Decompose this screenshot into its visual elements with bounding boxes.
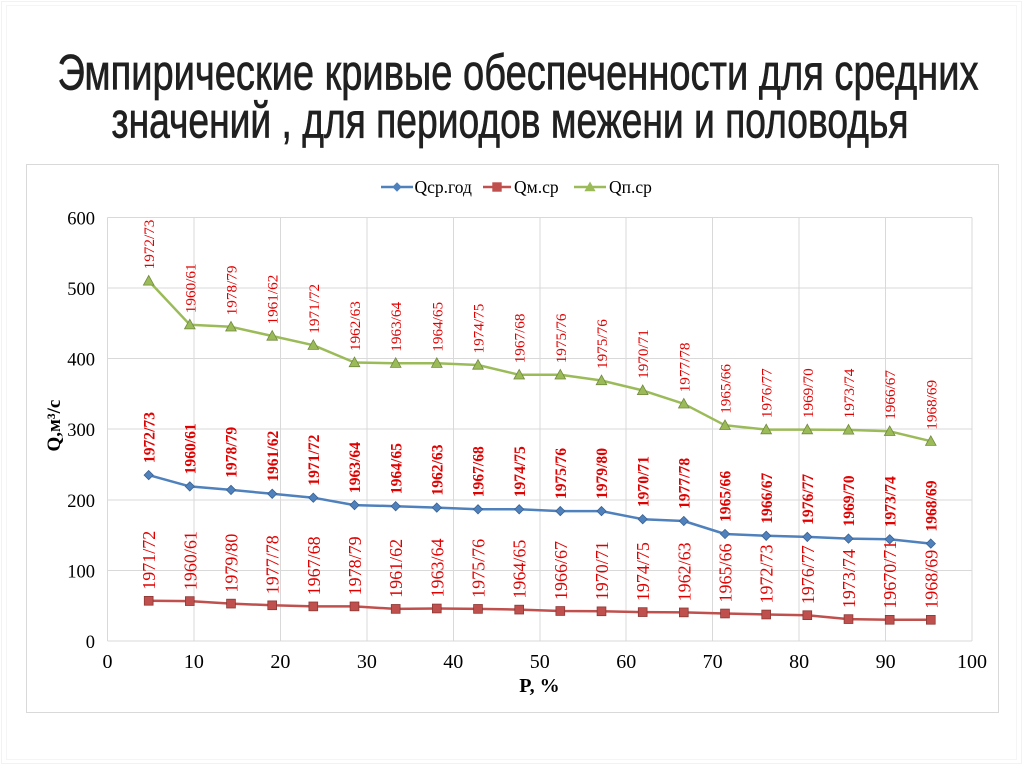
svg-text:1963/64: 1963/64 — [388, 302, 405, 352]
svg-text:Q,м³/с: Q,м³/с — [44, 400, 65, 452]
svg-text:70: 70 — [703, 651, 723, 673]
svg-text:1967/68: 1967/68 — [512, 313, 529, 363]
svg-text:1961/62: 1961/62 — [386, 539, 406, 598]
svg-text:100: 100 — [957, 651, 987, 673]
svg-text:1975/76: 1975/76 — [553, 448, 570, 499]
svg-text:Qм.ср: Qм.ср — [514, 177, 559, 197]
svg-text:100: 100 — [67, 562, 95, 582]
svg-text:40: 40 — [443, 651, 463, 673]
svg-text:1975/76: 1975/76 — [594, 319, 611, 369]
svg-text:1965/66: 1965/66 — [716, 543, 736, 602]
svg-text:19670/71: 19670/71 — [880, 541, 900, 609]
svg-text:1968/69: 1968/69 — [921, 550, 941, 609]
svg-text:1964/65: 1964/65 — [388, 443, 405, 494]
svg-text:Qср.год: Qср.год — [415, 177, 473, 197]
svg-text:60: 60 — [616, 651, 636, 673]
svg-text:400: 400 — [67, 351, 95, 371]
svg-text:1961/62: 1961/62 — [265, 275, 282, 325]
svg-text:600: 600 — [67, 209, 95, 229]
svg-text:1978/79: 1978/79 — [345, 536, 365, 595]
svg-text:80: 80 — [789, 651, 809, 673]
svg-text:1966/67: 1966/67 — [882, 370, 899, 420]
svg-text:1966/67: 1966/67 — [551, 541, 571, 600]
svg-text:1967/68: 1967/68 — [304, 536, 324, 595]
svg-text:1970/71: 1970/71 — [635, 329, 652, 379]
svg-text:P, %: P, % — [519, 675, 559, 697]
svg-text:200: 200 — [67, 492, 95, 512]
svg-text:1965/66: 1965/66 — [718, 364, 735, 414]
svg-text:1971/72: 1971/72 — [306, 434, 323, 485]
svg-text:1960/61: 1960/61 — [180, 531, 200, 590]
svg-text:1976/77: 1976/77 — [800, 474, 817, 525]
svg-text:1969/70: 1969/70 — [841, 475, 858, 526]
svg-text:20: 20 — [270, 651, 290, 673]
svg-text:1976/77: 1976/77 — [798, 545, 818, 604]
svg-text:1965/66: 1965/66 — [718, 471, 735, 522]
svg-text:1975/76: 1975/76 — [469, 539, 489, 598]
svg-text:1976/77: 1976/77 — [759, 368, 776, 418]
svg-text:500: 500 — [67, 280, 95, 300]
svg-text:1962/63: 1962/63 — [430, 444, 447, 495]
svg-text:1972/73: 1972/73 — [141, 412, 158, 463]
svg-text:300: 300 — [67, 421, 95, 441]
svg-text:1960/61: 1960/61 — [183, 423, 200, 474]
svg-text:1979/80: 1979/80 — [594, 448, 611, 499]
svg-text:1970/71: 1970/71 — [635, 456, 652, 507]
svg-text:1961/62: 1961/62 — [265, 430, 282, 481]
svg-text:1979/80: 1979/80 — [222, 534, 242, 593]
svg-text:1973/74: 1973/74 — [882, 476, 899, 527]
svg-text:1974/75: 1974/75 — [633, 542, 653, 601]
svg-text:1960/61: 1960/61 — [182, 263, 199, 313]
svg-text:1970/71: 1970/71 — [592, 541, 612, 600]
svg-text:0: 0 — [103, 651, 113, 673]
svg-text:1966/67: 1966/67 — [759, 472, 776, 523]
svg-text:1978/79: 1978/79 — [224, 266, 241, 316]
svg-text:1962/63: 1962/63 — [347, 301, 364, 351]
svg-text:1964/65: 1964/65 — [429, 302, 446, 352]
svg-text:1978/79: 1978/79 — [224, 427, 241, 478]
svg-text:1975/76: 1975/76 — [553, 313, 570, 363]
svg-text:Эмпирические кривые обеспеченн: Эмпирические кривые обеспеченности для с… — [58, 45, 979, 101]
svg-text:1977/78: 1977/78 — [677, 458, 694, 509]
svg-text:1974/75: 1974/75 — [512, 446, 529, 497]
svg-text:1963/64: 1963/64 — [427, 538, 447, 597]
svg-text:1962/63: 1962/63 — [674, 542, 694, 601]
svg-text:10: 10 — [184, 651, 204, 673]
svg-text:1971/72: 1971/72 — [139, 531, 159, 590]
svg-text:1971/72: 1971/72 — [306, 284, 323, 334]
svg-text:1967/68: 1967/68 — [471, 446, 488, 497]
svg-text:1972/73: 1972/73 — [757, 544, 777, 603]
svg-text:1968/69: 1968/69 — [924, 480, 941, 531]
svg-text:50: 50 — [530, 651, 550, 673]
svg-text:1963/64: 1963/64 — [347, 442, 364, 493]
svg-text:1973/74: 1973/74 — [839, 549, 859, 608]
svg-text:значений , для периодов межени: значений , для периодов межени и половод… — [112, 93, 909, 149]
svg-text:1977/78: 1977/78 — [676, 342, 693, 392]
svg-text:1969/70: 1969/70 — [800, 368, 817, 418]
svg-text:0: 0 — [86, 633, 95, 653]
svg-text:1972/73: 1972/73 — [141, 220, 158, 270]
svg-text:1977/78: 1977/78 — [263, 535, 283, 594]
svg-text:90: 90 — [876, 651, 896, 673]
svg-text:Qп.ср: Qп.ср — [609, 177, 652, 197]
svg-text:1974/75: 1974/75 — [471, 304, 488, 354]
svg-text:1968/69: 1968/69 — [923, 380, 940, 430]
svg-text:30: 30 — [357, 651, 377, 673]
svg-text:1973/74: 1973/74 — [841, 368, 858, 418]
svg-text:1964/65: 1964/65 — [510, 540, 530, 599]
